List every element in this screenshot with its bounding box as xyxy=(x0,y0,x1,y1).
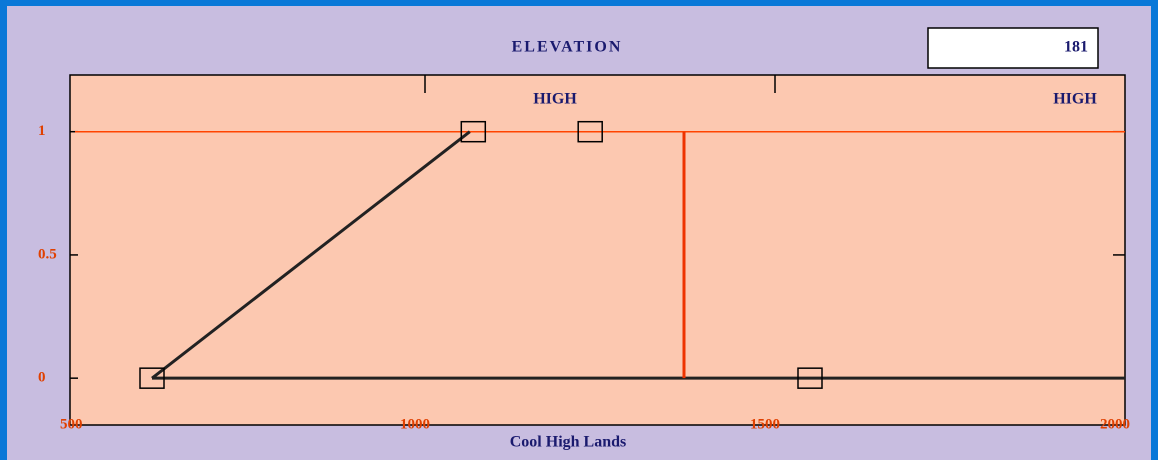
x-axis-label: Cool High Lands xyxy=(510,434,626,451)
x-tick-label: 2000 xyxy=(1100,416,1130,432)
region-label: HIGH xyxy=(533,91,577,108)
region-label: HIGH xyxy=(1053,91,1097,108)
chart-title: ELEVATION xyxy=(512,39,623,56)
handle[interactable] xyxy=(577,120,603,143)
plot-area xyxy=(69,74,1126,426)
handle[interactable] xyxy=(797,367,823,389)
x-tick-label: 500 xyxy=(60,416,83,432)
y-tick-label: 1 xyxy=(38,123,46,139)
handle[interactable] xyxy=(139,367,165,389)
y-tick-label: 0 xyxy=(38,370,46,386)
x-tick-label: 1500 xyxy=(750,416,780,432)
series-line xyxy=(151,130,471,380)
x-tick-label: 1000 xyxy=(400,416,430,432)
handle[interactable] xyxy=(460,120,487,143)
value-box-text: 181 xyxy=(1064,39,1088,56)
value-box[interactable] xyxy=(927,27,1099,69)
y-tick-label: 0.5 xyxy=(38,246,57,262)
